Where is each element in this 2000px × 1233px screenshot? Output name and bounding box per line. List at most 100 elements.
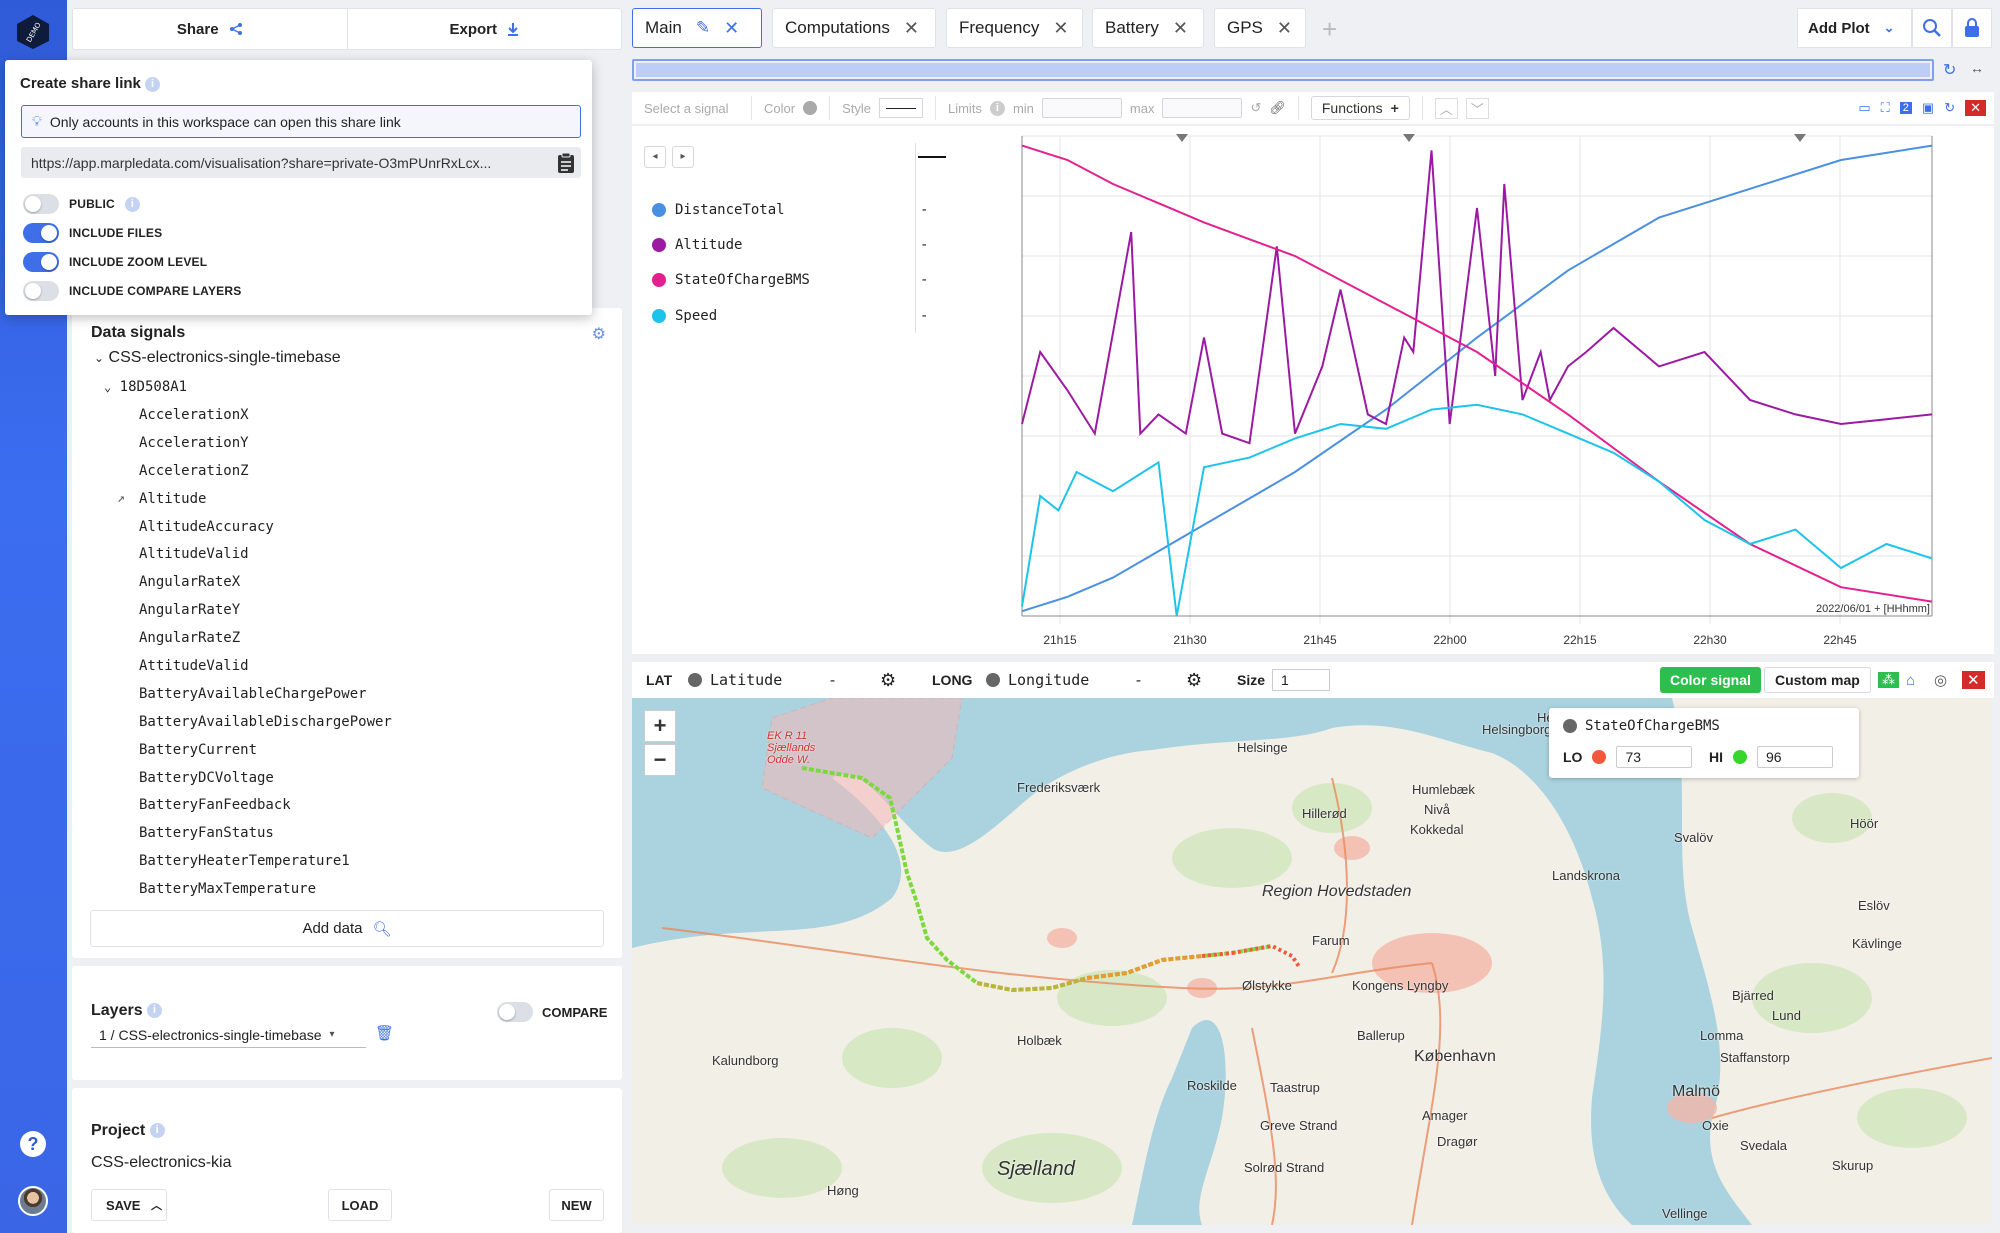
close-icon[interactable]: ✕ bbox=[1172, 17, 1188, 38]
trash-icon[interactable]: 🗑︎ bbox=[375, 1025, 395, 1042]
tree-node[interactable]: ⌄ 18D508A1 bbox=[104, 379, 188, 395]
close-map-icon[interactable]: ✕ bbox=[1962, 671, 1985, 689]
info-icon[interactable]: i bbox=[145, 76, 161, 92]
pencil-icon[interactable]: ✎ bbox=[695, 18, 711, 37]
long-settings-icon[interactable]: ⚙ bbox=[1186, 669, 1203, 690]
signal-item[interactable]: BatteryAvailableChargePower bbox=[139, 685, 367, 702]
signal-item[interactable]: AccelerationZ bbox=[139, 462, 249, 479]
add-data-button[interactable]: Add data 🔍︎ bbox=[90, 910, 604, 947]
help-icon[interactable]: ? bbox=[20, 1131, 46, 1157]
signal-item[interactable]: BatteryFanStatus bbox=[139, 825, 274, 842]
next-icon[interactable]: ▸ bbox=[672, 146, 694, 168]
hi-input[interactable]: 96 bbox=[1757, 746, 1833, 768]
search-plot-icon[interactable] bbox=[1912, 8, 1952, 48]
zoom-in-icon[interactable]: + bbox=[644, 710, 676, 742]
color-signal-name[interactable]: StateOfChargeBMS bbox=[1563, 718, 1720, 734]
close-icon[interactable]: ✕ bbox=[1053, 17, 1069, 38]
tab-computations[interactable]: Computations ✕ bbox=[772, 8, 936, 48]
legend-item[interactable]: Speed - bbox=[652, 306, 928, 326]
cluster-icon[interactable]: ⁂ bbox=[1878, 672, 1899, 688]
home-icon[interactable]: ⌂ bbox=[1906, 671, 1916, 689]
info-icon[interactable]: i bbox=[147, 1003, 163, 1019]
include-files-toggle[interactable] bbox=[23, 223, 59, 243]
prev-icon[interactable]: ◂ bbox=[644, 146, 666, 168]
signal-item[interactable]: BatteryMaxTemperature bbox=[139, 881, 317, 898]
lat-settings-icon[interactable]: ⚙ bbox=[880, 669, 897, 690]
signal-item[interactable]: AngularRateY bbox=[139, 602, 241, 619]
lat-signal[interactable]: Latitude bbox=[688, 671, 782, 689]
load-button[interactable]: LOAD bbox=[328, 1189, 392, 1221]
time-range-slider[interactable] bbox=[632, 59, 1934, 81]
gear-icon[interactable]: ⚙ bbox=[591, 326, 606, 343]
signal-item[interactable]: AltitudeValid bbox=[139, 546, 249, 563]
clipboard-icon[interactable] bbox=[557, 152, 575, 174]
reset-icon[interactable]: ↻ bbox=[1943, 62, 1957, 79]
share-button[interactable]: Share bbox=[73, 9, 348, 49]
signal-item[interactable]: ↗ Altitude bbox=[117, 490, 207, 507]
lo-color-dot[interactable] bbox=[1592, 750, 1607, 764]
tree-root[interactable]: ⌄ CSS-electronics-single-timebase bbox=[94, 349, 341, 366]
legend-item[interactable]: Altitude - bbox=[652, 235, 928, 255]
add-plot-button[interactable]: Add Plot ⌄ bbox=[1797, 8, 1912, 48]
new-button[interactable]: NEW bbox=[549, 1189, 604, 1221]
functions-button[interactable]: Functions + bbox=[1310, 96, 1410, 120]
info-icon[interactable]: i bbox=[149, 1123, 165, 1139]
image-icon[interactable]: ▣ bbox=[1921, 100, 1935, 115]
signal-item[interactable]: BatteryAvailableDischargePower bbox=[139, 713, 392, 730]
export-button[interactable]: Export bbox=[348, 9, 622, 49]
app-logo-icon[interactable]: DEMO bbox=[16, 14, 50, 50]
include-zoom-toggle[interactable] bbox=[23, 252, 59, 272]
chevron-up-icon[interactable]: ︿ bbox=[1434, 97, 1458, 119]
crosshair-icon[interactable]: ◎ bbox=[1934, 672, 1948, 689]
tab-main[interactable]: Main ✎ ✕ bbox=[632, 8, 762, 48]
color-picker[interactable]: Color bbox=[752, 96, 831, 120]
color-signal-button[interactable]: Color signal bbox=[1660, 667, 1761, 693]
chevron-up-icon[interactable]: ︿ bbox=[151, 1200, 162, 1212]
number-icon[interactable]: 2 bbox=[1899, 102, 1912, 114]
tab-gps[interactable]: GPS ✕ bbox=[1214, 8, 1306, 48]
gps-map[interactable]: HelsingørHelsingeHelsingborgFrederiksvær… bbox=[632, 698, 1992, 1225]
share-url-field[interactable]: https://app.marpledata.com/visualisation… bbox=[21, 147, 581, 178]
comment-icon[interactable]: ▭ bbox=[1858, 100, 1871, 115]
avatar[interactable] bbox=[18, 1186, 48, 1216]
tab-battery[interactable]: Battery ✕ bbox=[1092, 8, 1204, 48]
zoom-out-icon[interactable]: − bbox=[644, 744, 676, 776]
signal-item[interactable]: BatteryHeaterTemperature1 bbox=[139, 853, 350, 870]
long-signal[interactable]: Longitude bbox=[986, 671, 1089, 689]
include-compare-toggle[interactable] bbox=[23, 281, 59, 301]
tab-frequency[interactable]: Frequency ✕ bbox=[946, 8, 1083, 48]
signal-item[interactable]: AccelerationY bbox=[139, 434, 249, 451]
link-icon[interactable]: 🔗︎ bbox=[1269, 100, 1286, 115]
close-icon[interactable]: ✕ bbox=[724, 17, 740, 38]
signal-item[interactable]: BatteryCurrent bbox=[139, 741, 258, 758]
lo-input[interactable]: 73 bbox=[1616, 746, 1693, 768]
fullscreen-icon[interactable]: ⛶ bbox=[1880, 100, 1890, 115]
signal-item[interactable]: BatteryDCVoltage bbox=[139, 769, 274, 786]
chevron-down-icon[interactable]: ﹀ bbox=[1465, 97, 1489, 119]
lock-icon[interactable] bbox=[1952, 8, 1992, 48]
legend-item[interactable]: DistanceTotal - bbox=[652, 200, 928, 220]
public-toggle[interactable] bbox=[23, 194, 59, 214]
signal-item[interactable]: AngularRateZ bbox=[139, 630, 241, 647]
info-icon[interactable]: i bbox=[989, 100, 1005, 116]
close-icon[interactable]: ✕ bbox=[903, 17, 919, 38]
signal-item[interactable]: BatteryFanFeedback bbox=[139, 797, 291, 814]
expand-horizontal-icon[interactable]: ↔ bbox=[1970, 60, 1984, 76]
custom-map-button[interactable]: Custom map bbox=[1764, 667, 1871, 693]
signal-item[interactable]: AngularRateX bbox=[139, 574, 241, 591]
time-series-chart[interactable]: 21h15 21h30 21h45 22h00 22h15 22h30 22h45 2022/… bbox=[632, 126, 1994, 654]
legend-item[interactable]: StateOfChargeBMS - bbox=[652, 270, 928, 290]
min-input[interactable] bbox=[1041, 98, 1122, 118]
chevron-down-icon[interactable]: ⌄ bbox=[1883, 20, 1895, 35]
signal-item[interactable]: AltitudeAccuracy bbox=[139, 518, 274, 535]
refresh-icon[interactable]: ↻ bbox=[1944, 100, 1956, 115]
compare-toggle[interactable] bbox=[497, 1002, 533, 1022]
size-input[interactable]: 1 bbox=[1272, 669, 1330, 691]
close-icon[interactable]: ✕ bbox=[1276, 17, 1292, 38]
signal-item[interactable]: AttitudeValid bbox=[139, 658, 249, 675]
info-icon[interactable]: i bbox=[124, 196, 140, 212]
map-canvas[interactable] bbox=[632, 698, 1992, 1225]
layer-select[interactable]: 1 / CSS-electronics-single-timebase ▾ bbox=[91, 1022, 366, 1048]
style-picker[interactable]: Style bbox=[830, 96, 936, 120]
undo-icon[interactable]: ↺ bbox=[1250, 100, 1262, 115]
